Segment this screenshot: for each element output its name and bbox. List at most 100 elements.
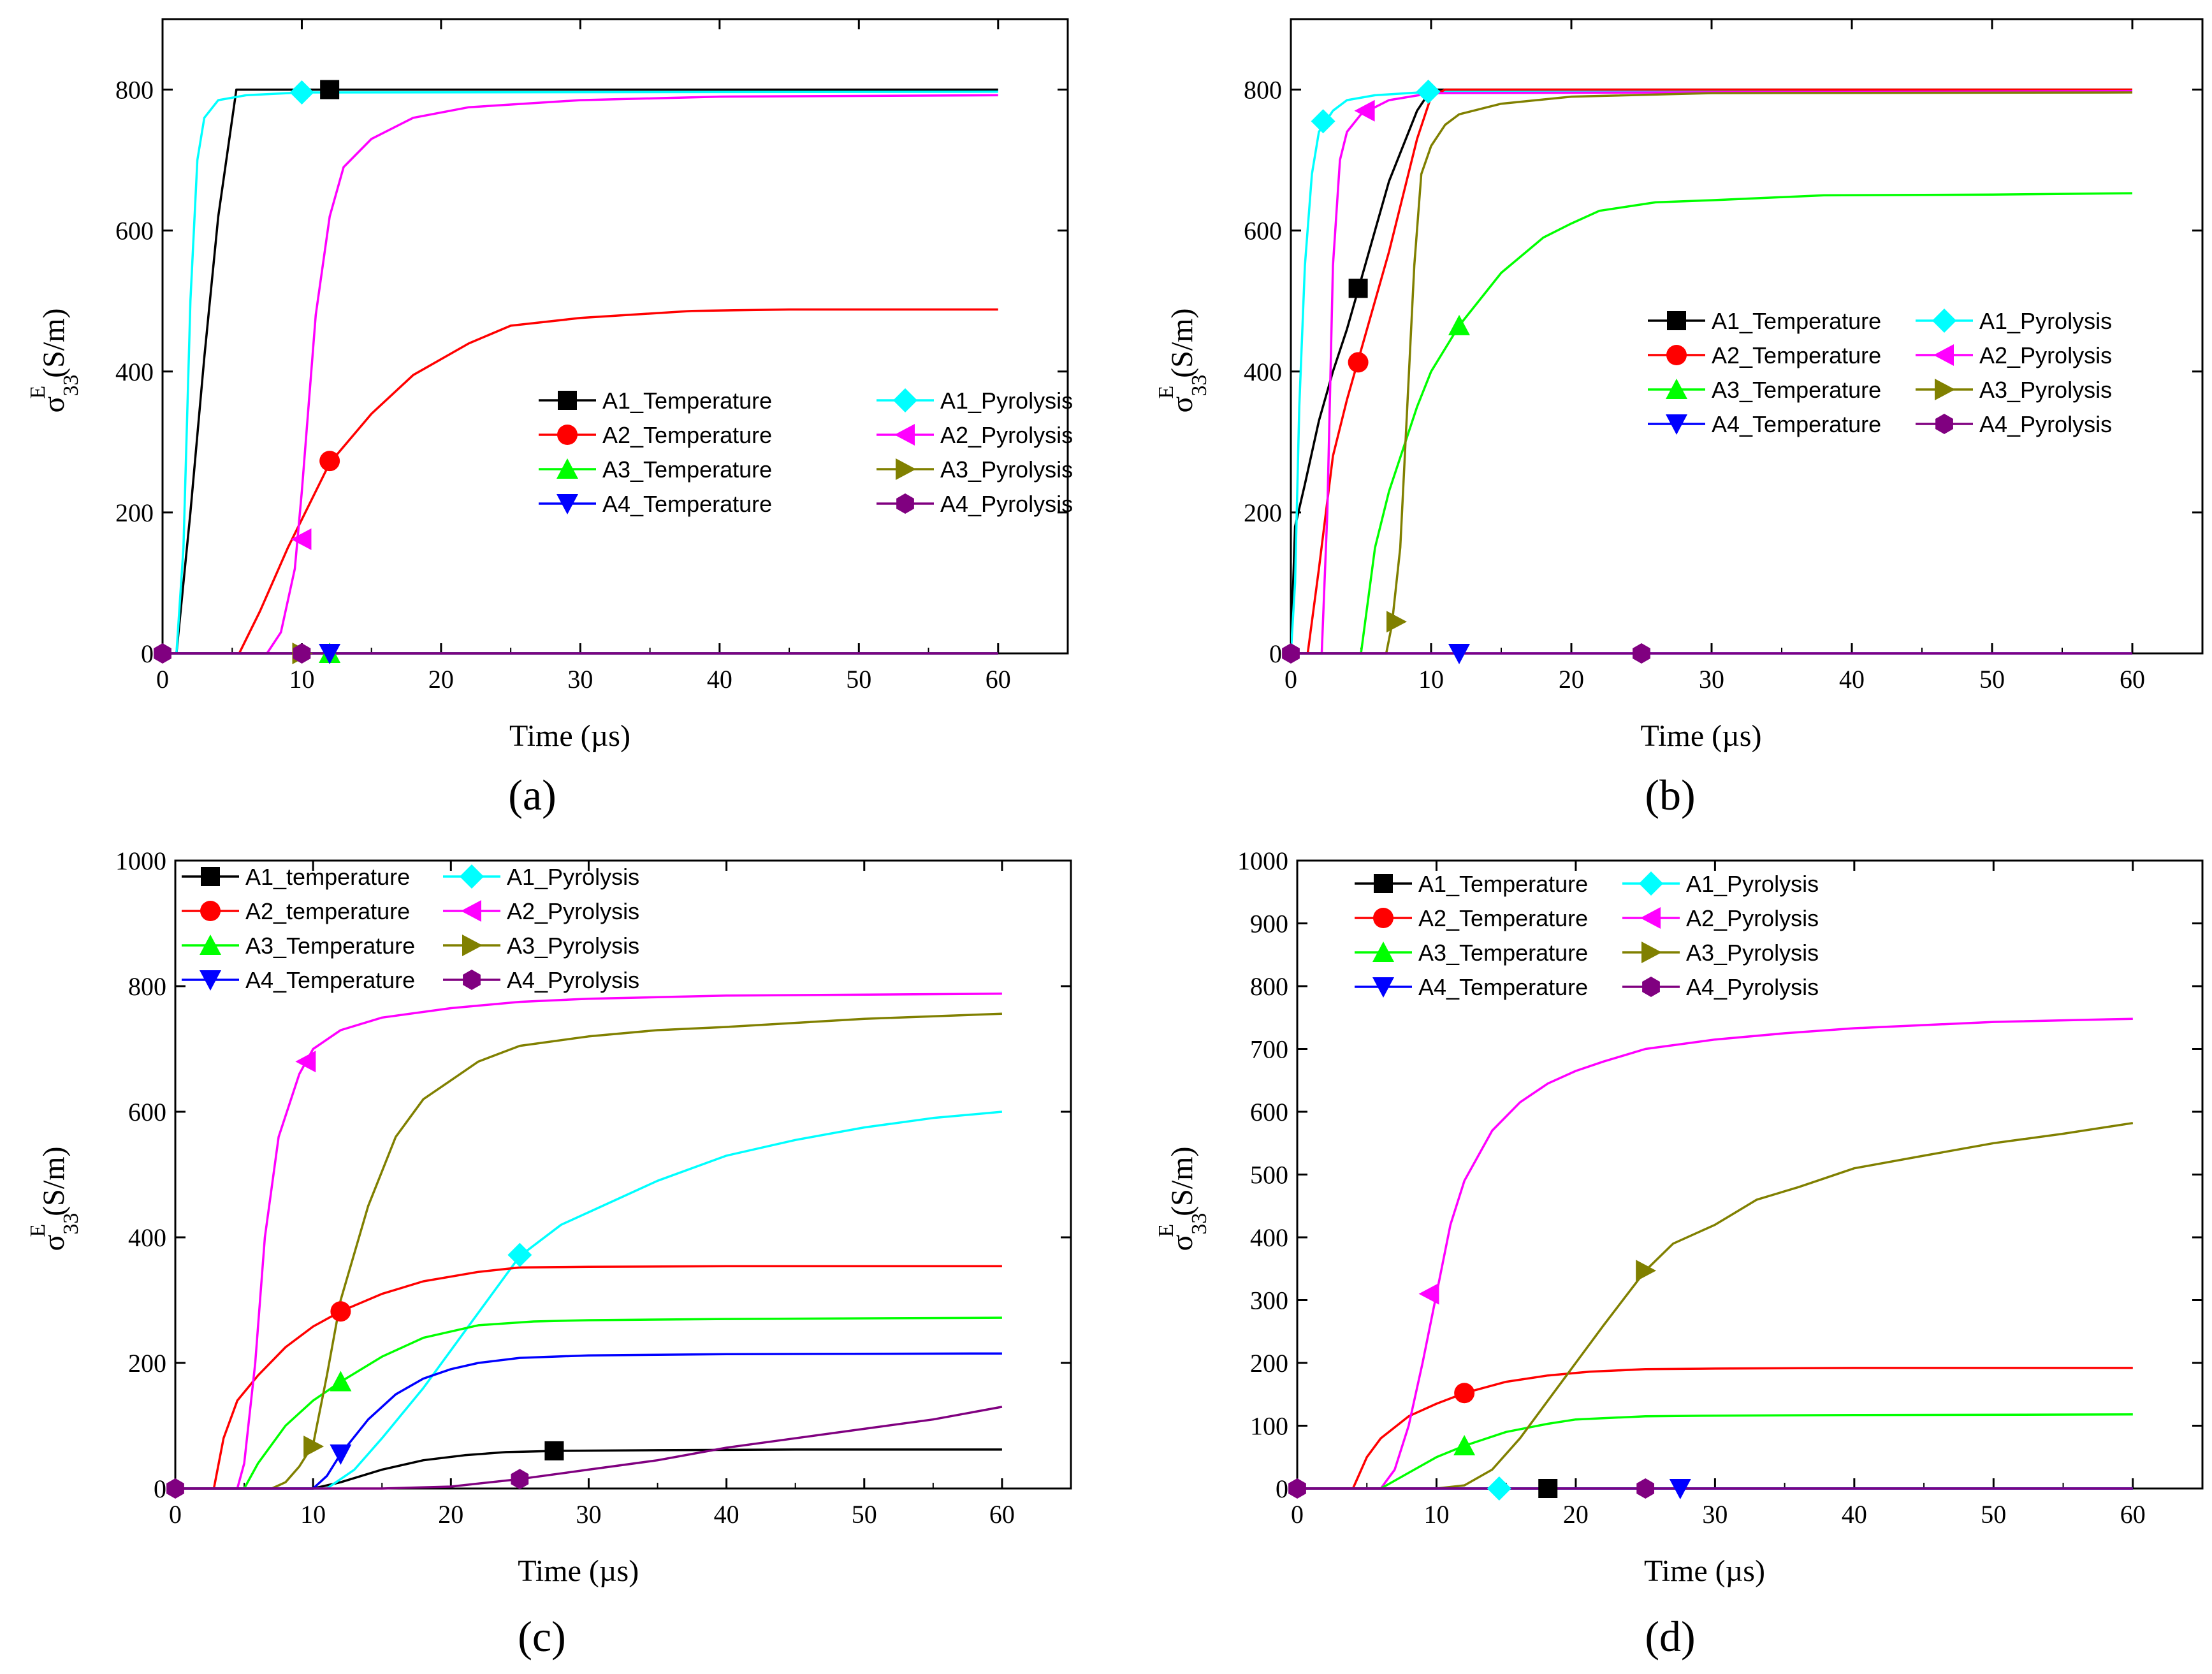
y-tick-label: 100 <box>1250 1412 1288 1441</box>
data-marker-a4-pyrolysis <box>154 643 171 664</box>
y-axis-label: σ33E (S/m) <box>26 309 83 413</box>
legend-label: A1_Temperature <box>602 388 772 414</box>
data-marker-a1-temperature <box>320 80 340 99</box>
panel-d: 0 10 20 30 40 50 60010020030040050060070080090… <box>1154 847 2204 1661</box>
x-tick-label: 20 <box>1563 1500 1589 1529</box>
x-tick-label: 0 <box>156 665 169 694</box>
x-tick-label: 10 <box>289 665 314 694</box>
data-marker-a1-temperature <box>1538 1479 1558 1498</box>
x-axis-label: Time (µs) <box>509 719 630 753</box>
x-tick-label: 30 <box>1699 665 1724 694</box>
series-line-a1-pyrolysis <box>175 1110 1003 1490</box>
series-lines <box>1291 88 2133 655</box>
data-marker-a3-pyrolysis <box>303 1436 324 1458</box>
data-marker-a2-pyrolysis <box>1354 99 1375 122</box>
panel-label: (b) <box>1645 771 1695 819</box>
series-line-a4-temperature <box>175 1352 1002 1490</box>
x-tick-label: 50 <box>846 665 871 694</box>
svg-text:σ33E (S/m): σ33E (S/m) <box>26 1147 83 1251</box>
legend-marker-a2-temperature <box>200 901 221 921</box>
y-tick-label: 0 <box>1269 639 1282 668</box>
y-tick-label: 500 <box>1250 1161 1288 1190</box>
legend-label: A3_Pyrolysis <box>507 933 639 959</box>
legend-label: A4_Pyrolysis <box>1686 974 1819 1000</box>
legend-marker-a4-pyrolysis <box>1935 414 1953 434</box>
plot-frame <box>161 18 1069 655</box>
legend-label: A1_temperature <box>245 864 410 890</box>
svg-text:σ33E (S/m): σ33E (S/m) <box>1154 309 1211 413</box>
legend-label: A2_temperature <box>245 898 410 924</box>
y-tick-label: 400 <box>1244 358 1282 386</box>
x-tick-label: 10 <box>1418 665 1444 694</box>
legend-marker-a2-pyrolysis <box>461 900 481 922</box>
x-tick-label: 30 <box>576 1500 601 1529</box>
series-line-a3-temperature <box>1297 1413 2133 1490</box>
series-line-a3-pyrolysis <box>1291 91 2133 655</box>
legend-label: A4_Pyrolysis <box>940 491 1073 517</box>
legend-label: A3_Temperature <box>1418 940 1588 966</box>
legend-label: A3_Temperature <box>1712 377 1881 403</box>
legend-label: A4_Pyrolysis <box>507 967 639 993</box>
y-tick-label: 600 <box>115 217 154 245</box>
series-line-a2-pyrolysis <box>1297 1017 2133 1490</box>
y-tick-label: 600 <box>128 1098 166 1126</box>
x-tick-label: 40 <box>1842 1500 1867 1529</box>
legend-label: A1_Pyrolysis <box>940 388 1073 414</box>
legend-label: A2_Pyrolysis <box>1979 342 2112 368</box>
legend-marker-a1-pyrolysis <box>893 388 917 412</box>
legend-marker-a2-pyrolysis <box>1640 907 1661 929</box>
x-tick-label: 60 <box>989 1500 1015 1529</box>
series-line-a2-pyrolysis <box>163 94 998 655</box>
legend-label: A4_Temperature <box>245 967 415 993</box>
x-tick-label: 10 <box>1423 1500 1449 1529</box>
data-marker-a2-pyrolysis <box>295 1051 316 1073</box>
y-tick-label: 800 <box>1250 972 1288 1001</box>
legend-marker-a3-temperature <box>1372 942 1394 962</box>
legend-label: A4_Temperature <box>1712 411 1881 437</box>
data-marker-a4-pyrolysis <box>1288 1478 1306 1499</box>
y-tick-label: 1000 <box>1237 847 1288 875</box>
legend-label: A4_Temperature <box>1418 974 1588 1000</box>
legend-marker-a4-pyrolysis <box>896 493 914 514</box>
series-line-a2-temperature <box>1297 1367 2133 1490</box>
panel-label: (d) <box>1645 1612 1695 1661</box>
data-marker-a1-pyrolysis <box>289 80 314 105</box>
legend-label: A3_Temperature <box>602 456 772 483</box>
legend-marker-a2-temperature <box>1666 345 1687 365</box>
x-tick-label: 50 <box>1981 1500 2006 1529</box>
series-line-a1-temperature <box>163 88 998 655</box>
legend-label: A1_Pyrolysis <box>507 864 639 890</box>
y-tick-label: 0 <box>154 1474 166 1503</box>
legend-marker-a3-pyrolysis <box>1641 942 1662 963</box>
series-line-a3-pyrolysis <box>1297 1121 2134 1490</box>
data-marker-a4-temperature <box>1448 644 1470 664</box>
y-tick-label: 600 <box>1244 217 1282 245</box>
legend-marker-a2-temperature <box>557 425 578 445</box>
y-tick-label: 200 <box>1250 1349 1288 1378</box>
legend-label: A3_Pyrolysis <box>1686 940 1819 966</box>
y-tick-label: 400 <box>128 1223 166 1252</box>
series-line-a3-pyrolysis <box>175 1012 1002 1490</box>
x-tick-label: 40 <box>1839 665 1865 694</box>
x-tick-label: 20 <box>428 665 454 694</box>
data-marker-a2-temperature <box>330 1301 351 1322</box>
series-line-a1-pyrolysis <box>163 91 998 655</box>
x-axis-label: Time (µs) <box>518 1554 639 1588</box>
series-line-a3-temperature <box>1291 192 2133 655</box>
data-marker-a2-temperature <box>319 451 340 472</box>
legend-marker-a4-pyrolysis <box>463 970 481 990</box>
y-tick-label: 1000 <box>115 847 166 875</box>
y-tick-label: 900 <box>1250 910 1288 938</box>
data-marker-a4-temperature <box>319 644 341 664</box>
y-axis-label: σ33E (S/m) <box>26 1147 83 1251</box>
series-line-a2-pyrolysis <box>175 993 1002 1490</box>
series-line-a2-temperature <box>1291 88 2132 655</box>
data-marker-a2-temperature <box>1348 352 1369 373</box>
y-tick-label: 800 <box>1244 76 1282 105</box>
x-tick-label: 50 <box>852 1500 877 1529</box>
data-marker-a2-pyrolysis <box>1418 1283 1439 1305</box>
y-tick-label: 200 <box>115 499 154 527</box>
legend-marker-a1-temperature <box>201 867 220 886</box>
data-marker-a4-temperature <box>1669 1479 1691 1499</box>
